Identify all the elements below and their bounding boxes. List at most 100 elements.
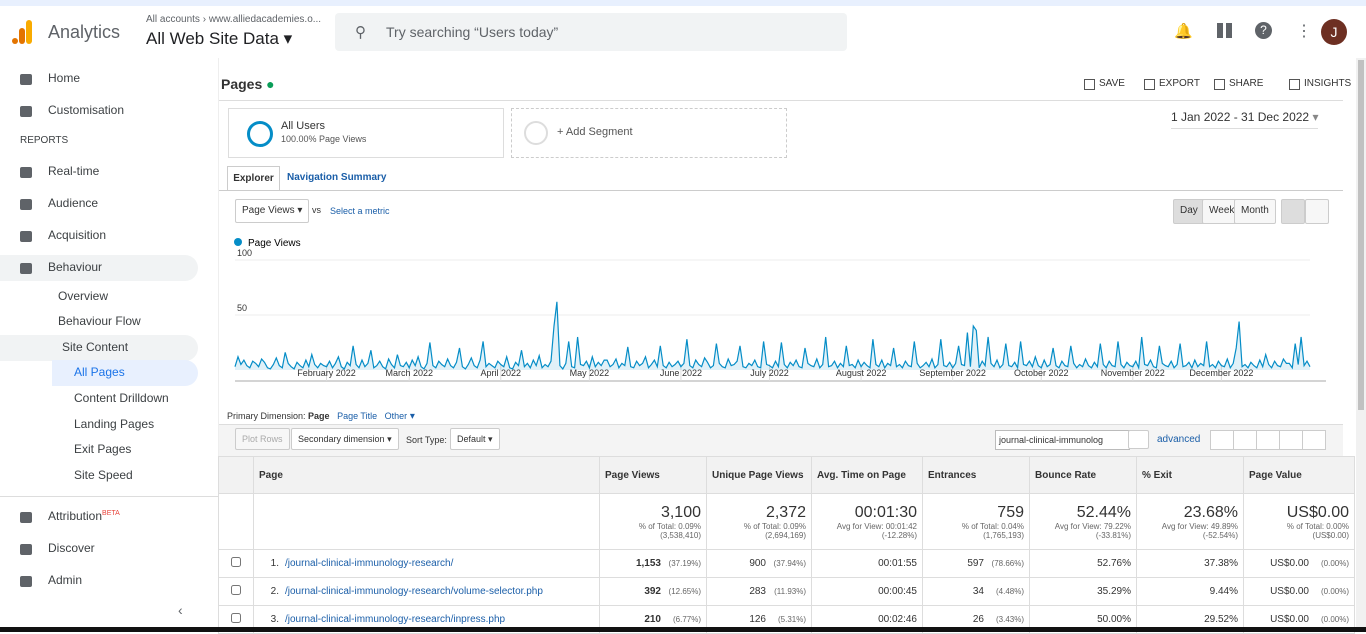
nav-item[interactable]: Real-time: [48, 164, 100, 178]
column-header[interactable]: Entrances: [922, 456, 1030, 494]
row-checkbox[interactable]: [231, 613, 241, 623]
view-select[interactable]: All Web Site Data ▾: [146, 29, 293, 48]
row-checkbox[interactable]: [231, 585, 241, 595]
metric-value: 26: [972, 614, 984, 625]
column-header[interactable]: Page: [253, 456, 600, 494]
action-icon: [1084, 79, 1095, 90]
nav-item[interactable]: Content Drilldown: [74, 391, 169, 405]
total-sub: % of Total: 0.04%: [961, 521, 1024, 531]
column-header[interactable]: Unique Page Views: [706, 456, 812, 494]
action[interactable]: SAVE: [1099, 78, 1125, 89]
beta: BETA: [102, 510, 120, 517]
filter-input[interactable]: journal-clinical-immunolog: [995, 430, 1130, 450]
label: Primary Dimension:: [227, 411, 306, 421]
column-header[interactable]: % Exit: [1136, 456, 1244, 494]
crumb[interactable]: All accounts: [146, 14, 200, 25]
scrollbar: [1356, 58, 1366, 628]
dim[interactable]: Other: [384, 411, 408, 421]
nav-item[interactable]: Site Content: [62, 340, 129, 354]
nav-item[interactable]: Acquisition: [48, 228, 107, 242]
help[interactable]: ?: [1255, 22, 1272, 39]
view-switcher[interactable]: [1210, 430, 1326, 450]
dim[interactable]: Page: [308, 411, 330, 421]
select-metric[interactable]: Select a metric: [330, 206, 390, 216]
line-chart-btn[interactable]: [1281, 199, 1305, 224]
filter-search[interactable]: [1128, 430, 1149, 449]
advanced[interactable]: advanced: [1157, 434, 1201, 445]
vs: vs: [312, 205, 321, 215]
metric-value: 392: [644, 586, 661, 597]
search-placeholder: Try searching “Users today”: [386, 24, 559, 40]
tab[interactable]: Explorer: [227, 166, 280, 191]
view: All Web Site Data: [146, 29, 279, 48]
action[interactable]: INSIGHTS: [1304, 78, 1352, 89]
page-link[interactable]: /journal-clinical-immunology-research/vo…: [285, 586, 543, 597]
metric-cell: 283 (11.93%): [706, 577, 812, 606]
page-link[interactable]: /journal-clinical-immunology-research/: [285, 558, 454, 569]
more[interactable]: ⋮: [1296, 23, 1312, 40]
nav-item[interactable]: Admin: [48, 573, 83, 587]
tab[interactable]: Navigation Summary: [287, 172, 387, 183]
nav-item[interactable]: Audience: [48, 196, 99, 210]
search[interactable]: ⚲ Try searching “Users today”: [335, 13, 847, 51]
nav-item[interactable]: Overview: [58, 289, 109, 303]
scroll-thumb[interactable]: [1358, 60, 1364, 410]
metric-value: 1,153: [635, 558, 661, 569]
nav-item[interactable]: Home: [48, 71, 81, 85]
metric-pct: (78.66%): [991, 559, 1024, 568]
add-segment[interactable]: + Add Segment: [511, 108, 787, 158]
date: 1 Jan 2022 - 31 Dec 2022: [1171, 110, 1310, 124]
nav-item[interactable]: AttributionBETA: [48, 509, 120, 523]
action[interactable]: EXPORT: [1159, 78, 1200, 89]
collapse[interactable]: ‹: [178, 602, 183, 618]
dim[interactable]: Page Title: [337, 411, 378, 421]
column-header[interactable]: Bounce Rate: [1029, 456, 1137, 494]
nav-item[interactable]: Site Speed: [74, 468, 133, 482]
nav-item[interactable]: Customisation: [48, 103, 125, 117]
metric-value: 00:00:45: [878, 586, 917, 597]
apps[interactable]: [1217, 23, 1232, 38]
nav-icon: [20, 512, 32, 523]
month[interactable]: Month: [1234, 199, 1276, 224]
day[interactable]: Day: [1173, 199, 1205, 224]
metric-value: 34: [972, 586, 984, 597]
segment[interactable]: All Users 100.00% Page Views: [228, 108, 504, 158]
nav-item[interactable]: Behaviour Flow: [58, 314, 141, 328]
metric-select[interactable]: Page Views ▾: [235, 199, 310, 223]
section-label: REPORTS: [20, 135, 69, 146]
date-range[interactable]: 1 Jan 2022 - 31 Dec 2022 ▾: [1171, 110, 1319, 129]
nav-item[interactable]: Exit Pages: [74, 442, 132, 456]
plot-rows[interactable]: Plot Rows: [235, 428, 290, 450]
notifications[interactable]: 🔔: [1174, 23, 1193, 40]
column-header[interactable]: Avg. Time on Page: [811, 456, 923, 494]
total-cell: 00:01:30 Avg for View: 00:01:42 (-12.28%): [811, 493, 923, 550]
metric-pct: (0.00%): [1320, 559, 1349, 568]
breadcrumb[interactable]: All accounts › www.alliedacademies.o...: [146, 14, 322, 25]
nav-item[interactable]: All Pages: [74, 365, 125, 379]
avatar[interactable]: J: [1321, 19, 1347, 45]
secondary-dimension[interactable]: Secondary dimension ▾: [291, 428, 399, 450]
nav-item[interactable]: Behaviour: [48, 260, 103, 274]
column-header[interactable]: Page Views: [599, 456, 707, 494]
page-title: Pages ●: [221, 76, 275, 92]
metric-pct: (37.94%): [773, 559, 806, 568]
column-header[interactable]: Page Value: [1243, 456, 1355, 494]
total-value: 23.68%: [1183, 503, 1238, 521]
motion-chart-btn[interactable]: [1305, 199, 1329, 224]
metric-pct: (0.00%): [1320, 615, 1349, 624]
crumb[interactable]: www.alliedacademies.o...: [208, 14, 322, 25]
page-link[interactable]: /journal-clinical-immunology-research/in…: [285, 614, 506, 625]
secondary: Secondary dimension: [298, 434, 385, 444]
total-sub: Avg for View: 00:01:42: [836, 521, 917, 531]
nav-highlight: [0, 255, 198, 281]
nav-item[interactable]: Landing Pages: [74, 417, 155, 431]
total-value: 2,372: [765, 503, 806, 521]
data-table: Page Page Views Unique Page Views Avg. Time…: [218, 456, 1355, 634]
metric-cell: 9.44%: [1136, 577, 1244, 606]
data-row: 1. /journal-clinical-immunology-research/…: [218, 549, 1355, 578]
nav-item[interactable]: Discover: [48, 541, 95, 555]
sort-select[interactable]: Default ▾: [450, 428, 500, 450]
action[interactable]: SHARE: [1229, 78, 1264, 89]
total-sub: (-12.28%): [881, 530, 917, 540]
row-checkbox[interactable]: [231, 557, 241, 567]
